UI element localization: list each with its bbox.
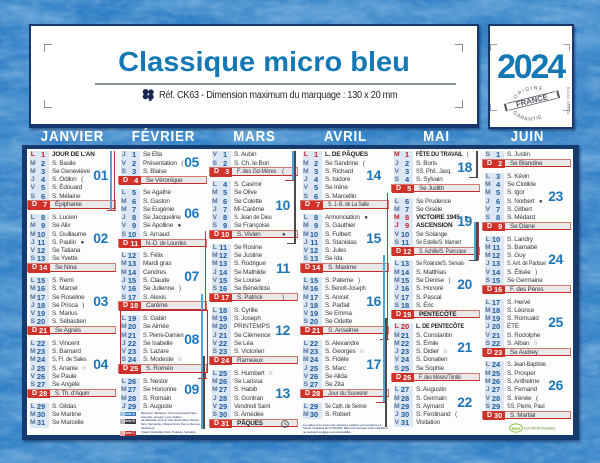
svg-text:eco: eco — [512, 425, 520, 430]
svg-text:ECO-RESPONSABLE: ECO-RESPONSABLE — [524, 426, 555, 430]
svg-text:GARANTIE: GARANTIE — [511, 104, 544, 122]
